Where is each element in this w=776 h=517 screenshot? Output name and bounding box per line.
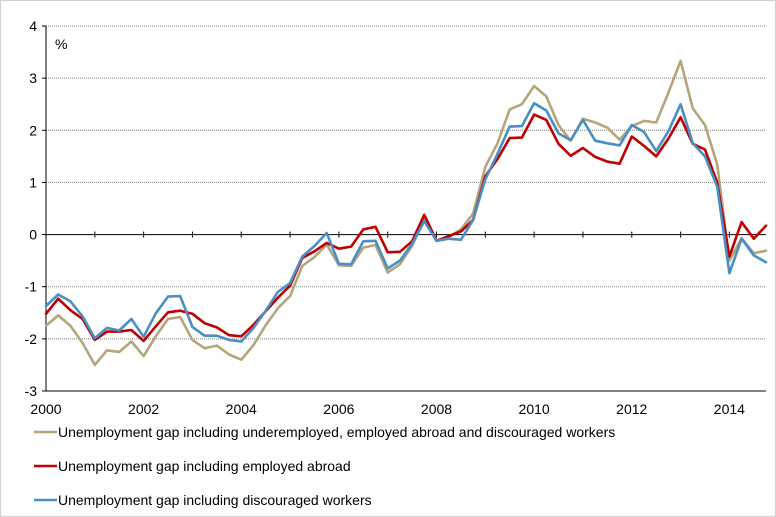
legend-label: Unemployment gap including employed abro… <box>58 458 351 474</box>
series-line-3 <box>44 101 768 343</box>
x-tick-label: 2000 <box>30 401 61 417</box>
x-tick-label: 2010 <box>519 401 550 417</box>
y-tick-label: -2 <box>25 331 38 347</box>
y-tick-label: 2 <box>29 122 37 138</box>
y-tick-label: 1 <box>29 174 37 190</box>
y-tick-label: -3 <box>25 383 38 399</box>
y-tick-label: 3 <box>29 70 37 86</box>
x-tick-label: 2006 <box>323 401 354 417</box>
series-line-1 <box>44 59 768 367</box>
x-tick-label: 2014 <box>714 401 745 417</box>
y-unit-label: % <box>55 36 67 52</box>
series-line-2 <box>44 113 768 343</box>
x-tick-label: 2004 <box>226 401 257 417</box>
legend-label: Unemployment gap including underemployed… <box>58 424 615 440</box>
legend-label: Unemployment gap including discouraged w… <box>58 492 372 508</box>
series-layer <box>44 59 768 367</box>
y-tick-label: -1 <box>25 279 38 295</box>
x-tick-label: 2012 <box>616 401 647 417</box>
legend: Unemployment gap including underemployed… <box>34 424 615 508</box>
y-tick-label: 0 <box>29 227 37 243</box>
y-tick-label: 4 <box>29 18 37 34</box>
x-tick-label: 2002 <box>128 401 159 417</box>
axis-layer: 4 3 2 1 0 -1 -2 -3 2000 2002 2004 2006 2008 2010 2012 2… <box>25 18 766 417</box>
grid-layer <box>46 25 766 340</box>
x-tick-label: 2008 <box>421 401 452 417</box>
